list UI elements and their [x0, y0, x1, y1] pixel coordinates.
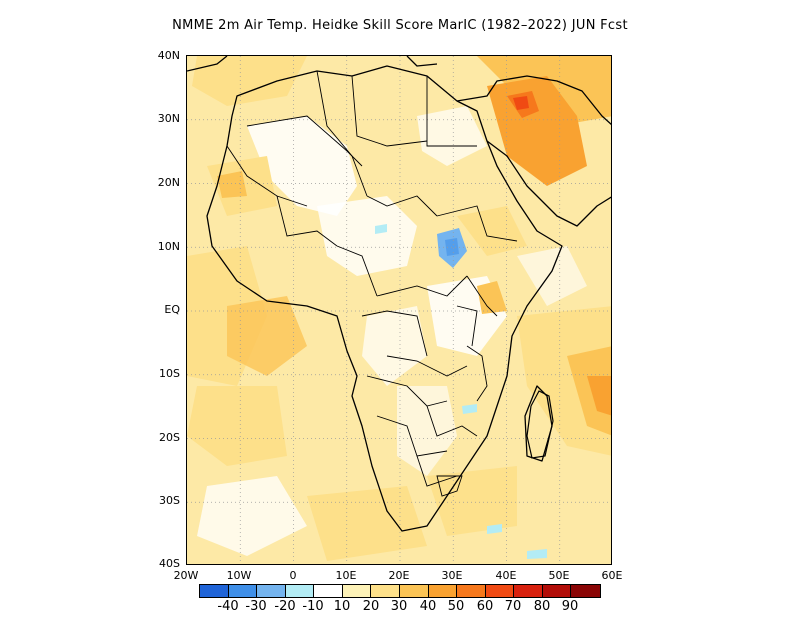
lat-label: 30N [157, 112, 180, 125]
colorbar-swatch [342, 585, 372, 597]
colorbar-label: 60 [476, 599, 494, 614]
lat-label: 10N [157, 240, 180, 253]
country-borders [226, 70, 518, 497]
africa-coastline [187, 56, 611, 532]
colorbar-label: -10 [302, 599, 324, 614]
madagascar-outline [526, 390, 554, 459]
colorbar-swatch [514, 585, 543, 597]
grid-lines [187, 56, 611, 564]
colorbar-swatch [571, 585, 600, 597]
colorbar-label: 90 [561, 599, 579, 614]
lon-label: 10W [226, 569, 252, 582]
colorbar-swatch [542, 585, 572, 597]
lat-label: 40N [157, 49, 180, 62]
colorbar-label: -20 [274, 599, 296, 614]
colorbar-label: -30 [245, 599, 267, 614]
lon-label: 20W [173, 569, 199, 582]
colorbar-label: 10 [333, 599, 351, 614]
lon-label: 0 [289, 569, 297, 582]
colorbar-swatch [399, 585, 429, 597]
lon-label: 60E [601, 569, 623, 582]
lon-label: 40E [495, 569, 517, 582]
lat-label: 20N [157, 176, 180, 189]
colorbar [199, 584, 601, 598]
skill-score-map [186, 55, 612, 565]
colorbar-label: 80 [533, 599, 551, 614]
colorbar-label: 70 [504, 599, 522, 614]
colorbar-swatch [285, 585, 315, 597]
lat-label: 30S [159, 494, 180, 507]
lat-label: 40S [159, 557, 180, 570]
colorbar-label: 40 [419, 599, 437, 614]
colorbar-label: 30 [390, 599, 408, 614]
colorbar-label: 20 [362, 599, 380, 614]
chart-title: NMME 2m Air Temp. Heidke Skill Score Mar… [172, 18, 628, 33]
colorbar-swatch [314, 585, 343, 597]
lon-label: 50E [548, 569, 570, 582]
colorbar-swatch [200, 585, 229, 597]
colorbar-swatch [428, 585, 458, 597]
lat-label: 10S [159, 367, 180, 380]
lat-label: EQ [164, 303, 180, 316]
map-canvas [187, 56, 611, 564]
colorbar-swatch [457, 585, 486, 597]
lat-label: 20S [159, 431, 180, 444]
colorbar-swatch [485, 585, 515, 597]
colorbar-swatch [257, 585, 286, 597]
colorbar-label: 50 [447, 599, 465, 614]
colorbar-label: -40 [217, 599, 239, 614]
skill-shading [187, 56, 611, 561]
colorbar-swatch [228, 585, 258, 597]
colorbar-swatch [371, 585, 400, 597]
lon-label: 30E [441, 569, 463, 582]
lon-label: 10E [335, 569, 357, 582]
lon-label: 20E [388, 569, 410, 582]
